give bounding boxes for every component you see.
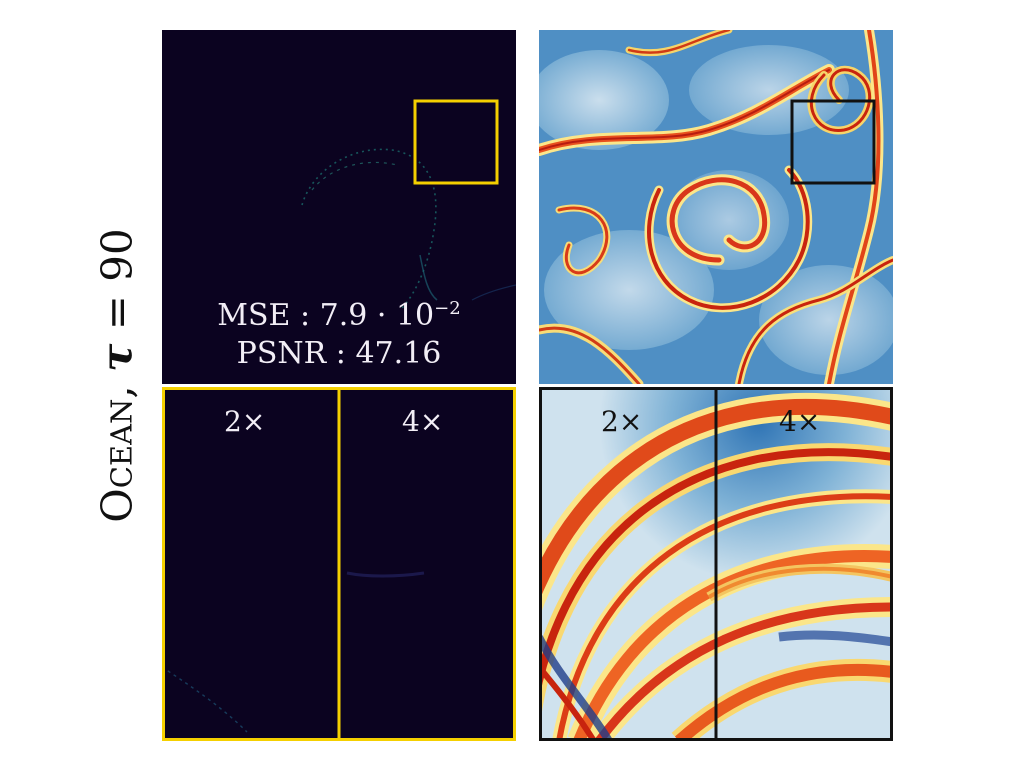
mse-label: MSE	[217, 298, 291, 333]
error-zoom-image	[162, 387, 516, 741]
psnr-metric: PSNR : 47.16	[236, 336, 442, 371]
row-label-text: Ocean, τ = 90	[92, 227, 142, 523]
zoom-label-4x: 4×	[402, 405, 444, 438]
ground-truth-panel	[539, 30, 893, 384]
psnr-label: PSNR	[236, 336, 327, 371]
zoom-region-box	[413, 99, 499, 185]
mse-exponent: −2	[434, 298, 461, 319]
mse-mantissa: 7.9	[319, 298, 368, 333]
psnr-value: 47.16	[355, 336, 442, 371]
error-map-panel: MSE : 7.9 · 10−2 PSNR : 47.16	[162, 30, 516, 384]
error-zoom-panel: 2× 4×	[162, 387, 516, 741]
error-map-image	[162, 30, 516, 384]
zoom-region-box-dark	[790, 99, 876, 185]
zoom-label-2x: 2×	[224, 405, 266, 438]
flow-zoom-image	[539, 387, 893, 741]
tau-value: 90	[92, 227, 142, 282]
dataset-name: Ocean	[92, 398, 142, 523]
equals-sign: =	[92, 281, 142, 344]
row-label: Ocean, τ = 90	[62, 165, 172, 585]
mse-metric: MSE : 7.9 · 10−2	[217, 298, 461, 333]
ground-truth-zoom-panel: 2× 4×	[539, 387, 893, 741]
zoom-label-2x-dark: 2×	[601, 405, 643, 438]
tau-symbol: τ	[92, 343, 142, 372]
zoom-label-4x-dark: 4×	[779, 405, 821, 438]
flow-field-image	[539, 30, 893, 384]
mse-base: 10	[395, 298, 435, 333]
